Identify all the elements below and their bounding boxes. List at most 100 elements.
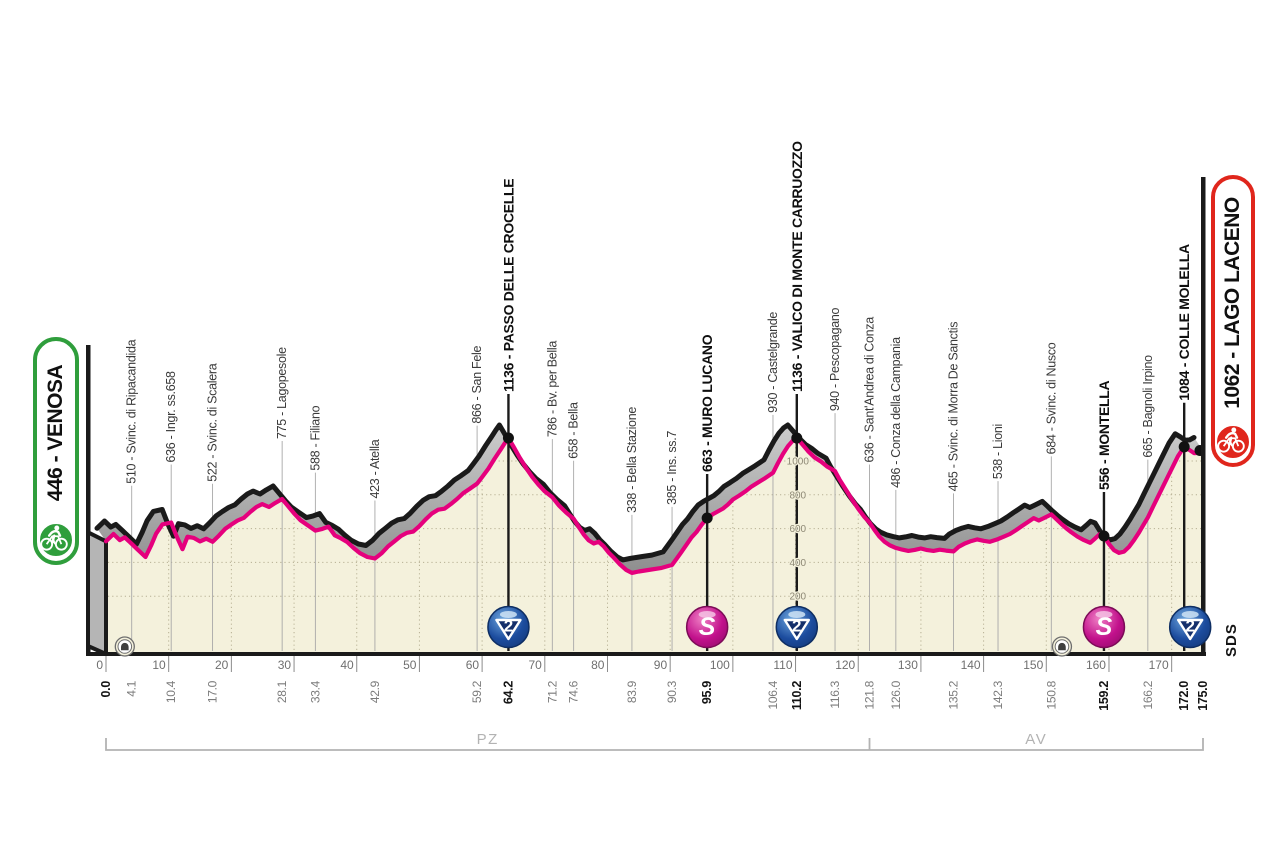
- distance-labels: 0.0 4.1 10.4 17.0 28.1 33.4 42.9 59.2 64.2 71.2 74…: [99, 680, 1210, 710]
- svg-text:200: 200: [789, 592, 806, 603]
- province-label: PZ: [477, 731, 499, 748]
- svg-text:400: 400: [789, 558, 806, 569]
- svg-text:59.2: 59.2: [470, 680, 484, 703]
- svg-text:486 - Conza della Campania: 486 - Conza della Campania: [889, 337, 903, 488]
- svg-text:126.0: 126.0: [889, 680, 903, 709]
- svg-text:100: 100: [710, 658, 730, 672]
- svg-text:28.1: 28.1: [275, 680, 289, 703]
- svg-text:2: 2: [1185, 617, 1194, 636]
- svg-text:588 - Filiano: 588 - Filiano: [308, 405, 322, 470]
- svg-text:930 - Castelgrande: 930 - Castelgrande: [766, 312, 780, 413]
- tunnel-icon: [1051, 636, 1073, 657]
- svg-text:135.2: 135.2: [947, 680, 961, 709]
- svg-text:10.4: 10.4: [164, 680, 178, 703]
- profile-left-face: [86, 530, 108, 656]
- svg-text:60: 60: [466, 658, 480, 672]
- svg-text:1136 - PASSO DELLE CROCELLE: 1136 - PASSO DELLE CROCELLE: [500, 179, 516, 392]
- svg-text:40: 40: [340, 658, 354, 672]
- svg-text:116.3: 116.3: [828, 680, 842, 708]
- svg-text:338 - Bella Stazione: 338 - Bella Stazione: [625, 407, 639, 513]
- svg-text:658 - Bella: 658 - Bella: [567, 402, 581, 459]
- svg-text:S: S: [699, 613, 716, 641]
- svg-text:166.2: 166.2: [1141, 680, 1155, 709]
- finish-line: [1201, 177, 1206, 656]
- start-cyclist-icon: [38, 522, 74, 558]
- svg-text:423 - Atella: 423 - Atella: [368, 439, 382, 498]
- svg-text:0.0: 0.0: [99, 681, 113, 698]
- svg-text:510 - Svinc. di Ripacandida: 510 - Svinc. di Ripacandida: [125, 339, 139, 483]
- svg-text:S: S: [1096, 613, 1113, 641]
- profile-area: [106, 438, 1203, 654]
- category-2-climb-icon: 2: [1168, 605, 1212, 649]
- svg-text:95.9: 95.9: [700, 681, 714, 704]
- svg-text:74.6: 74.6: [567, 680, 581, 703]
- start-banner-label: 446 - VENOSA: [44, 364, 67, 502]
- svg-text:121.8: 121.8: [863, 680, 877, 709]
- province-bracket: [105, 738, 1204, 751]
- finish-banner-label: 1062 - LAGO LACENO: [1221, 197, 1244, 409]
- svg-text:71.2: 71.2: [545, 680, 559, 703]
- svg-text:80: 80: [591, 658, 605, 672]
- svg-text:175.0: 175.0: [1196, 681, 1210, 711]
- svg-text:538 - Lioni: 538 - Lioni: [991, 424, 1005, 479]
- svg-text:2: 2: [504, 617, 513, 636]
- svg-text:2: 2: [792, 617, 801, 636]
- svg-text:110: 110: [773, 658, 792, 672]
- svg-text:30: 30: [278, 658, 292, 672]
- svg-text:600: 600: [789, 524, 806, 535]
- svg-text:90.3: 90.3: [665, 680, 679, 703]
- svg-text:522 - Svinc. di Scalera: 522 - Svinc. di Scalera: [206, 363, 220, 482]
- svg-text:150: 150: [1023, 658, 1043, 672]
- svg-text:866 - San Fele: 866 - San Fele: [470, 346, 484, 424]
- svg-text:160: 160: [1086, 658, 1106, 672]
- svg-text:33.4: 33.4: [308, 680, 322, 703]
- svg-text:64.2: 64.2: [501, 681, 515, 704]
- svg-text:120: 120: [835, 658, 855, 672]
- elevation-scale-labels: 200 400 600 800 1000: [785, 455, 810, 604]
- start-banner: 446 - VENOSA: [33, 337, 79, 565]
- category-2-climb-icon: 2: [487, 605, 530, 649]
- sprint-icon: S: [685, 605, 729, 649]
- sprint-icon: S: [1082, 605, 1126, 649]
- svg-text:130: 130: [898, 658, 918, 672]
- svg-text:636 - Sant'Andrea di Conza: 636 - Sant'Andrea di Conza: [863, 317, 877, 463]
- svg-text:172.0: 172.0: [1177, 681, 1191, 711]
- svg-text:83.9: 83.9: [625, 680, 639, 703]
- svg-text:556 - MONTELLA: 556 - MONTELLA: [1096, 380, 1112, 490]
- svg-text:940 - Pescopagano: 940 - Pescopagano: [828, 307, 842, 411]
- svg-text:70: 70: [528, 658, 542, 672]
- svg-text:140: 140: [961, 658, 981, 672]
- svg-text:90: 90: [654, 658, 668, 672]
- svg-text:106.4: 106.4: [766, 680, 780, 709]
- svg-text:150.8: 150.8: [1044, 680, 1058, 709]
- svg-text:1084 - COLLE MOLELLA: 1084 - COLLE MOLELLA: [1176, 244, 1192, 401]
- x-axis: [86, 652, 1206, 656]
- svg-text:4.1: 4.1: [125, 680, 139, 696]
- svg-text:636 - Ingr. ss.658: 636 - Ingr. ss.658: [164, 371, 178, 463]
- profile-line: [103, 435, 1206, 576]
- svg-text:20: 20: [215, 658, 229, 672]
- tunnel-icon: [114, 636, 135, 657]
- svg-text:786 - Bv. per Bella: 786 - Bv. per Bella: [545, 341, 559, 438]
- svg-text:0: 0: [96, 658, 103, 672]
- svg-text:775 - Lagopesole: 775 - Lagopesole: [275, 347, 289, 439]
- svg-text:465 - Svinc. di Morra De Sanct: 465 - Svinc. di Morra De Sanctis: [947, 322, 961, 492]
- svg-text:800: 800: [789, 490, 806, 501]
- svg-text:42.9: 42.9: [368, 680, 382, 703]
- svg-text:170: 170: [1149, 658, 1169, 672]
- svg-text:10: 10: [152, 658, 166, 672]
- credit-label: SDS: [1223, 623, 1240, 657]
- province-label: AV: [1025, 731, 1047, 748]
- svg-text:142.3: 142.3: [991, 680, 1005, 709]
- svg-text:50: 50: [403, 658, 417, 672]
- svg-text:110.2: 110.2: [790, 681, 804, 710]
- waypoint-labels: 510 - Svinc. di Ripacandida 636 - Ingr. s…: [125, 141, 1192, 513]
- svg-text:17.0: 17.0: [206, 680, 220, 703]
- finish-cyclist-icon: [1215, 424, 1251, 460]
- svg-text:1000: 1000: [787, 457, 810, 468]
- svg-text:159.2: 159.2: [1097, 681, 1111, 711]
- km-tick-labels: 0 10 20 30 40 50 60 70 80 90 100 110 120 130 140 150 160…: [96, 656, 1173, 672]
- svg-text:1136 - VALICO DI MONTE CARRUOZ: 1136 - VALICO DI MONTE CARRUOZZO: [789, 141, 805, 392]
